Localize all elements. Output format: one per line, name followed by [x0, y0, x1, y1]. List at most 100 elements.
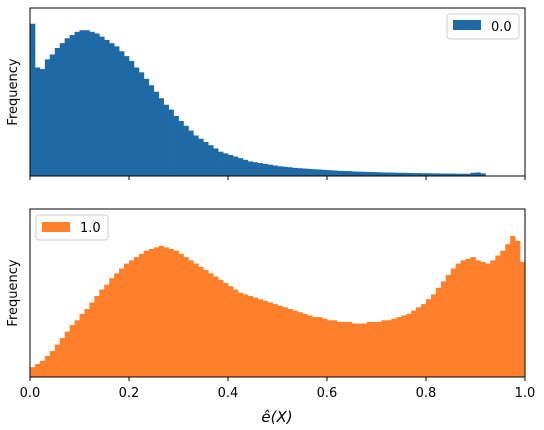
- histogram-bar: [153, 91, 160, 176]
- histogram-bar: [465, 258, 471, 377]
- histogram-bar: [138, 253, 145, 377]
- histogram-bar: [30, 23, 36, 176]
- histogram-bar: [346, 171, 353, 176]
- histogram-bar: [247, 161, 254, 176]
- histogram-bar: [178, 120, 184, 176]
- histogram-bar: [272, 304, 278, 377]
- histogram-bar: [386, 172, 392, 176]
- histogram-bar: [371, 321, 377, 377]
- histogram-bar: [79, 313, 85, 377]
- histogram-bar: [262, 300, 268, 377]
- histogram-bar: [500, 250, 506, 377]
- histogram-bar: [183, 125, 189, 176]
- histogram-bar: [435, 287, 442, 377]
- panel-top-xticks: [29, 176, 526, 180]
- histogram-bar: [124, 263, 130, 377]
- histogram-bar: [366, 321, 372, 377]
- histogram-bar: [411, 310, 417, 377]
- histogram-bar: [351, 171, 358, 176]
- histogram-bar: [158, 98, 164, 176]
- histogram-bar: [336, 170, 343, 176]
- histogram-bar: [292, 310, 298, 377]
- histogram-bar: [183, 257, 189, 377]
- histogram-bar: [411, 173, 417, 176]
- histogram-bar: [322, 169, 328, 176]
- histogram-bar: [331, 320, 338, 377]
- histogram-bar: [79, 30, 85, 177]
- histogram-bar: [218, 279, 224, 377]
- histogram-bar: [257, 163, 263, 176]
- legend-top-swatch: [453, 20, 481, 30]
- histogram-bar: [480, 261, 486, 377]
- x-tick-label: 0.2: [119, 386, 140, 401]
- histogram-bar: [406, 172, 412, 176]
- panel-bottom: Frequency 0.0 0.2 0.4 0.6 0.8 1.0 1.0 ê(X): [6, 208, 535, 426]
- histogram-bar: [272, 165, 278, 176]
- histogram-bar: [99, 36, 105, 177]
- histogram-bar: [396, 317, 402, 377]
- histogram-bar: [232, 156, 239, 176]
- histogram-bar: [203, 141, 209, 176]
- histogram-bar: [59, 338, 65, 377]
- legend-bottom: 1.0: [35, 214, 109, 241]
- histogram-bar: [416, 173, 422, 176]
- legend-top: 0.0: [446, 13, 520, 40]
- histogram-bar: [361, 171, 367, 176]
- histogram-bar: [445, 274, 452, 377]
- histogram-bar: [341, 321, 348, 377]
- histogram-bar: [361, 323, 367, 377]
- histogram-bar: [163, 104, 169, 176]
- histogram-bar: [188, 130, 194, 176]
- histogram-bar: [148, 249, 155, 377]
- histogram-bar: [267, 302, 273, 377]
- histogram-bar: [485, 263, 491, 377]
- histogram-bar: [74, 31, 80, 176]
- histogram-bar: [440, 173, 447, 176]
- histogram-bar: [455, 263, 461, 377]
- histogram-bar: [232, 289, 239, 377]
- histogram-bar: [450, 268, 457, 377]
- histogram-bar: [198, 138, 204, 176]
- histogram-bar: [119, 268, 125, 377]
- histogram-bar: [455, 173, 461, 176]
- histogram-bar: [143, 78, 150, 176]
- histogram-bar: [267, 164, 273, 176]
- histogram-bar: [242, 159, 249, 176]
- histogram-bar: [292, 167, 298, 176]
- histogram-bar: [89, 31, 95, 176]
- histogram-bar: [440, 281, 447, 377]
- histogram-bar: [515, 240, 521, 377]
- histogram-bar: [168, 109, 174, 176]
- histogram-bar: [351, 323, 358, 377]
- histogram-bar: [317, 169, 323, 176]
- panel-bottom-ylabel: Frequency: [6, 259, 21, 326]
- histogram-bar: [237, 158, 244, 176]
- histogram-bar: [193, 135, 199, 176]
- histogram-bar: [510, 236, 516, 377]
- histogram-bar: [54, 344, 61, 377]
- legend-bottom-box: [35, 214, 109, 241]
- x-tick-label: 0.6: [317, 386, 338, 401]
- legend-bottom-label: 1.0: [80, 221, 101, 236]
- histogram-bar: [391, 172, 397, 176]
- histogram-bar: [228, 286, 234, 377]
- histogram-bar: [435, 173, 442, 176]
- histogram-bar: [336, 321, 343, 377]
- histogram-bar: [44, 355, 51, 377]
- histogram-bar: [54, 48, 61, 176]
- histogram-bar: [262, 163, 268, 176]
- histogram-bar: [44, 59, 51, 176]
- x-tick-label: 0.0: [20, 386, 41, 401]
- histogram-bar: [119, 51, 125, 177]
- histogram-bar: [302, 313, 308, 377]
- histogram-bar: [203, 270, 209, 377]
- histogram-bar: [64, 331, 70, 377]
- histogram-bar: [287, 167, 293, 176]
- histogram-bar: [218, 151, 224, 176]
- histogram-bar: [257, 299, 263, 377]
- histogram-bar: [84, 308, 90, 377]
- histogram-bar: [208, 273, 214, 377]
- histogram-bar: [153, 247, 160, 377]
- x-axis-label: ê(X): [261, 408, 292, 426]
